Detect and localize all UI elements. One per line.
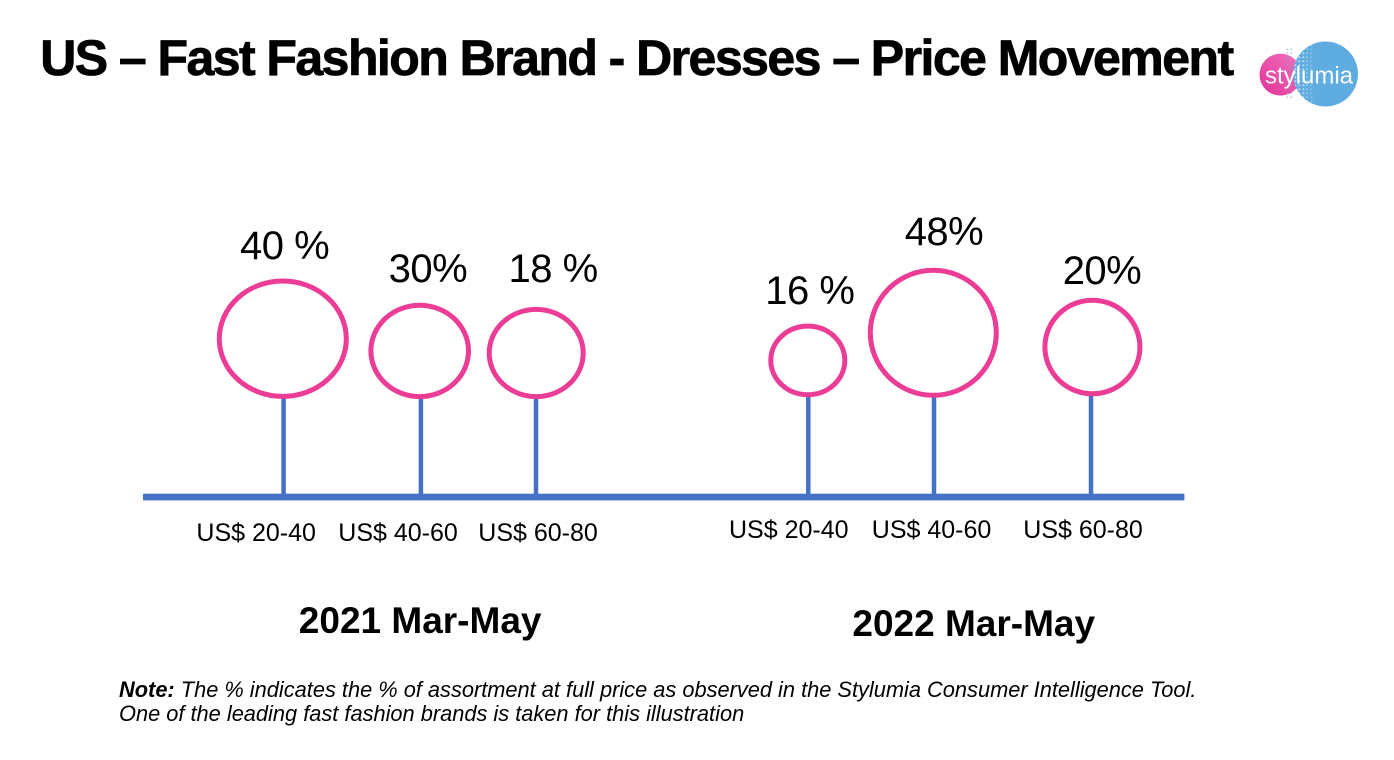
svg-text:stylumia: stylumia (1265, 63, 1354, 90)
